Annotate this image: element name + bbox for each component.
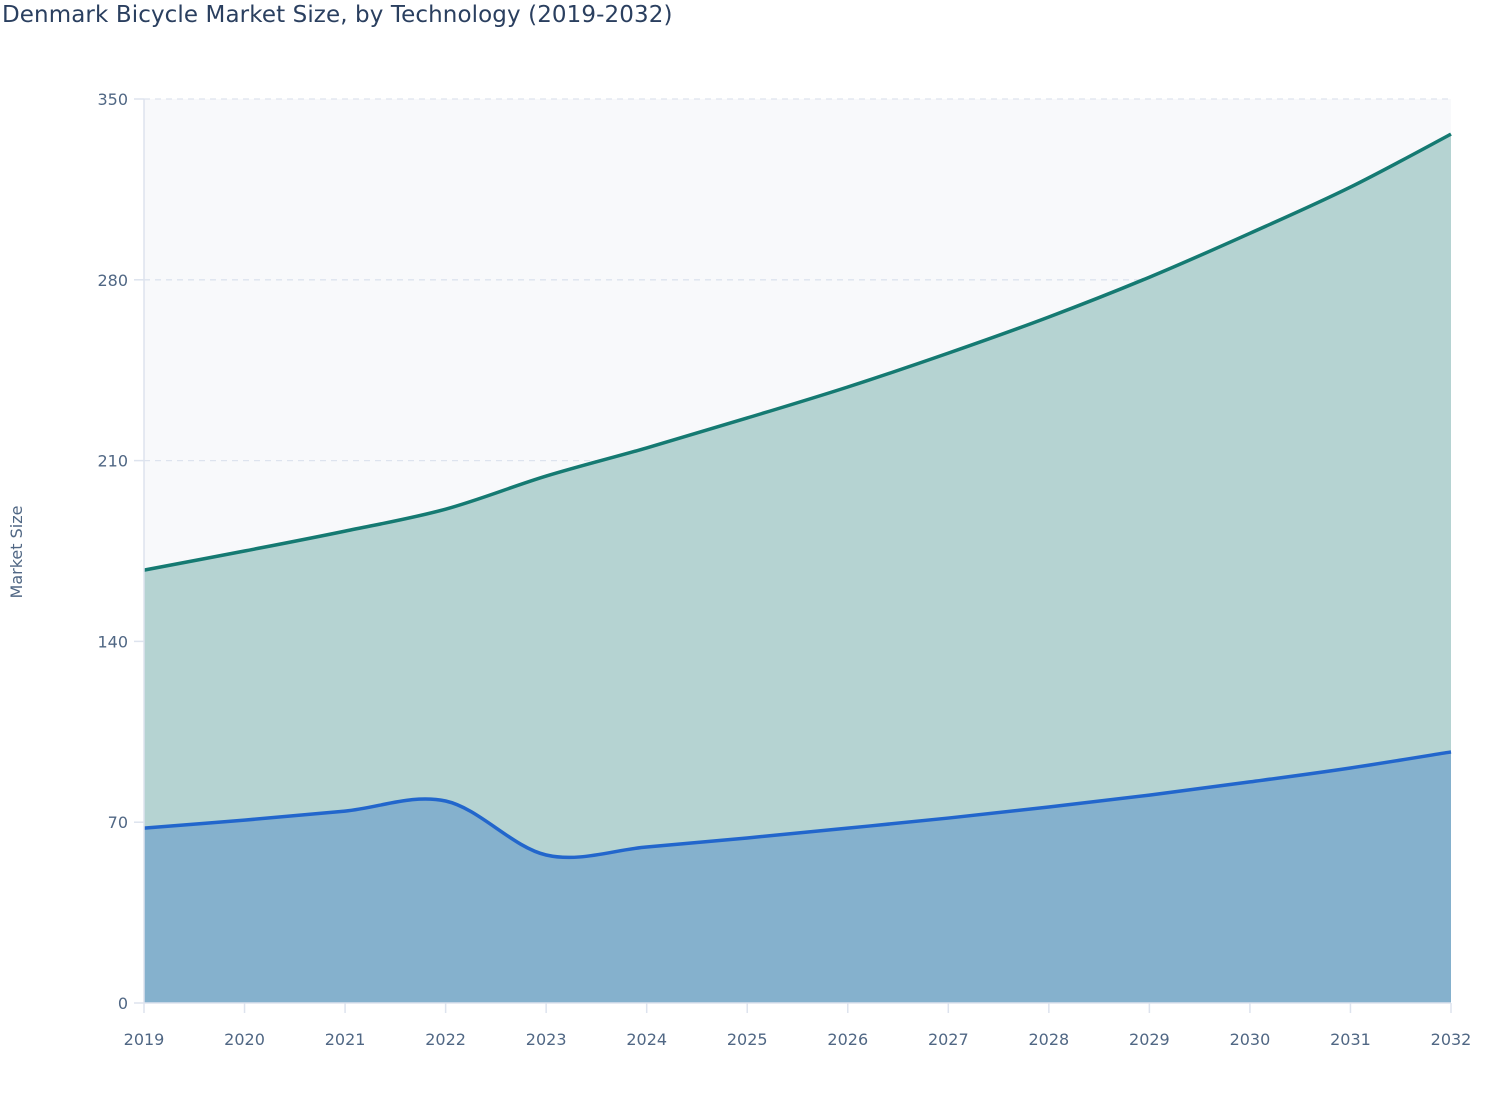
area-fill-series-2 bbox=[144, 134, 1451, 858]
x-tick-label: 2025 bbox=[727, 1030, 768, 1049]
x-tick-label: 2019 bbox=[124, 1030, 165, 1049]
x-tick-label: 2026 bbox=[827, 1030, 868, 1049]
x-tick-label: 2029 bbox=[1129, 1030, 1170, 1049]
y-tick-label: 140 bbox=[97, 632, 128, 651]
y-tick-label: 350 bbox=[97, 90, 128, 109]
x-tick-label: 2020 bbox=[224, 1030, 265, 1049]
y-axis-title: Market Size bbox=[7, 506, 26, 599]
series-line-2[interactable] bbox=[143, 132, 1452, 572]
y-tick-label: 0 bbox=[118, 994, 128, 1013]
y-tick-label: 70 bbox=[108, 813, 128, 832]
x-tick-label: 2027 bbox=[928, 1030, 969, 1049]
y-tick-label: 280 bbox=[97, 271, 128, 290]
x-tick-label: 2021 bbox=[325, 1030, 366, 1049]
x-tick-label: 2024 bbox=[626, 1030, 667, 1049]
y-tick-label: 210 bbox=[97, 452, 128, 471]
x-tick-label: 2028 bbox=[1028, 1030, 1069, 1049]
chart-title: Denmark Bicycle Market Size, by Technolo… bbox=[2, 2, 673, 28]
series-line-1[interactable] bbox=[143, 750, 1452, 860]
x-tick-label: 2030 bbox=[1230, 1030, 1271, 1049]
x-tick-label: 2031 bbox=[1330, 1030, 1371, 1049]
x-tick-label: 2022 bbox=[425, 1030, 466, 1049]
x-tick-label: 2032 bbox=[1431, 1030, 1472, 1049]
x-tick-label: 2023 bbox=[526, 1030, 567, 1049]
area-fill-series-1 bbox=[144, 751, 1451, 1003]
